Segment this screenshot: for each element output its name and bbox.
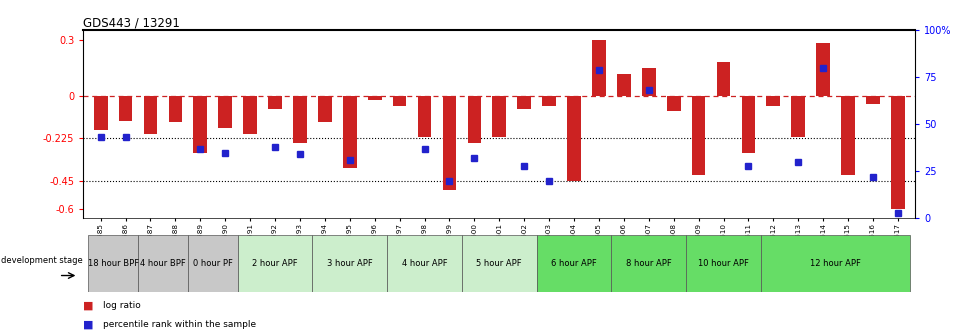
Bar bbox=[890, 96, 904, 209]
Bar bbox=[138, 235, 188, 292]
Text: 3 hour APF: 3 hour APF bbox=[327, 259, 373, 268]
Bar bbox=[492, 96, 506, 137]
Text: log ratio: log ratio bbox=[103, 301, 141, 310]
Bar bbox=[94, 96, 108, 130]
Bar bbox=[118, 96, 132, 121]
Text: 4 hour APF: 4 hour APF bbox=[401, 259, 447, 268]
Bar bbox=[766, 96, 779, 106]
Bar bbox=[616, 74, 630, 96]
Bar bbox=[716, 62, 730, 96]
Bar bbox=[292, 96, 306, 143]
Bar bbox=[790, 96, 804, 137]
Bar bbox=[542, 96, 556, 106]
Bar bbox=[611, 235, 686, 292]
Bar bbox=[816, 43, 829, 96]
Text: 12 hour APF: 12 hour APF bbox=[810, 259, 861, 268]
Bar bbox=[238, 235, 312, 292]
Bar bbox=[386, 235, 462, 292]
Bar bbox=[760, 235, 910, 292]
Bar bbox=[866, 96, 879, 103]
Text: 2 hour APF: 2 hour APF bbox=[252, 259, 297, 268]
Text: 10 hour APF: 10 hour APF bbox=[697, 259, 748, 268]
Text: 0 hour PF: 0 hour PF bbox=[193, 259, 233, 268]
Text: 6 hour APF: 6 hour APF bbox=[551, 259, 597, 268]
Bar bbox=[666, 96, 680, 111]
Bar bbox=[536, 235, 611, 292]
Bar bbox=[268, 96, 282, 109]
Bar bbox=[244, 96, 257, 134]
Text: 18 hour BPF: 18 hour BPF bbox=[87, 259, 139, 268]
Text: ■: ■ bbox=[83, 319, 94, 329]
Bar bbox=[218, 96, 232, 128]
Bar bbox=[318, 96, 332, 122]
Bar bbox=[168, 96, 182, 122]
Bar bbox=[516, 96, 530, 109]
Text: percentile rank within the sample: percentile rank within the sample bbox=[103, 320, 255, 329]
Text: 8 hour APF: 8 hour APF bbox=[625, 259, 671, 268]
Bar bbox=[467, 96, 481, 143]
Bar bbox=[592, 40, 605, 96]
Bar bbox=[418, 96, 431, 137]
Bar bbox=[194, 96, 207, 153]
Bar bbox=[686, 235, 760, 292]
Bar bbox=[342, 96, 356, 168]
Bar bbox=[462, 235, 536, 292]
Bar bbox=[566, 96, 580, 181]
Bar bbox=[642, 68, 655, 96]
Bar bbox=[740, 96, 754, 153]
Bar bbox=[840, 96, 854, 175]
Text: 5 hour APF: 5 hour APF bbox=[476, 259, 521, 268]
Bar bbox=[368, 96, 381, 100]
Bar bbox=[144, 96, 157, 134]
Text: 4 hour BPF: 4 hour BPF bbox=[140, 259, 186, 268]
Text: GDS443 / 13291: GDS443 / 13291 bbox=[83, 16, 180, 29]
Text: development stage: development stage bbox=[1, 256, 83, 265]
Bar bbox=[312, 235, 386, 292]
Bar bbox=[442, 96, 456, 190]
Text: ■: ■ bbox=[83, 301, 94, 311]
Bar bbox=[188, 235, 238, 292]
Bar bbox=[691, 96, 705, 175]
Bar bbox=[88, 235, 138, 292]
Bar bbox=[392, 96, 406, 106]
